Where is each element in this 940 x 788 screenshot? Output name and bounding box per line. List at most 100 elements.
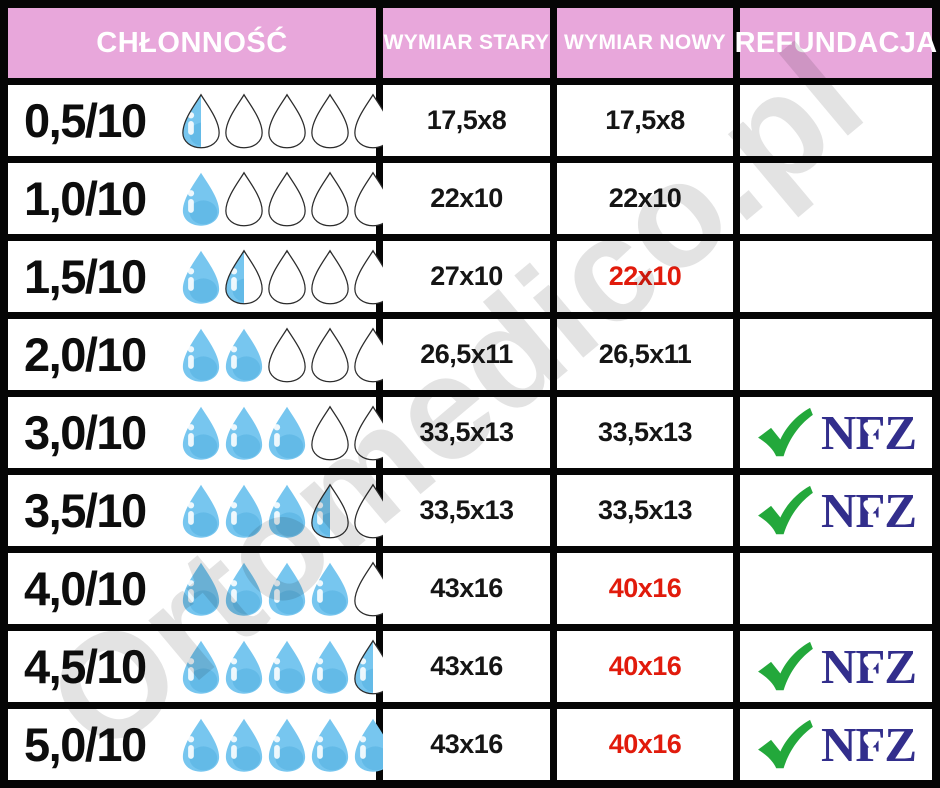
droplet-empty-icon bbox=[311, 327, 349, 382]
droplet-full-icon bbox=[182, 328, 220, 382]
nfz-logo: NF ♥ Z bbox=[820, 639, 917, 694]
absorbency-cell: 0,5/10 bbox=[8, 85, 392, 156]
absorbency-cell: 2,0/10 bbox=[8, 319, 392, 390]
droplet-scale bbox=[180, 249, 394, 305]
droplet-half-icon bbox=[225, 249, 263, 304]
droplet-full-icon bbox=[182, 562, 220, 616]
nfz-heart-icon: ♥ bbox=[861, 496, 881, 521]
nfz-heart-icon: ♥ bbox=[861, 652, 881, 677]
droplet-empty-icon bbox=[268, 171, 306, 226]
nfz-logo: NF ♥ Z bbox=[820, 717, 917, 772]
droplet-full-icon bbox=[182, 172, 220, 226]
new-dimension-value: 40x16 bbox=[557, 631, 733, 702]
droplet-full-icon bbox=[182, 250, 220, 304]
droplet-scale bbox=[180, 93, 394, 149]
new-dimension-value: 40x16 bbox=[557, 553, 733, 624]
checkmark-icon bbox=[758, 641, 813, 690]
droplet-full-icon bbox=[268, 640, 306, 694]
absorbency-label: 4,5/10 bbox=[24, 640, 147, 693]
droplet-empty-icon bbox=[268, 249, 306, 304]
droplet-scale bbox=[180, 327, 394, 383]
header-wymiar-stary: WYMIAR STARY bbox=[383, 8, 550, 78]
droplet-empty-icon bbox=[311, 405, 349, 460]
nfz-logo: NF ♥ Z bbox=[820, 405, 917, 460]
droplet-full-icon bbox=[311, 562, 349, 616]
new-dimension-value: 40x16 bbox=[557, 709, 733, 780]
new-dimension-value: 33,5x13 bbox=[557, 475, 733, 546]
droplet-scale bbox=[180, 561, 394, 617]
old-dimension-value: 43x16 bbox=[383, 553, 550, 624]
refund-cell bbox=[740, 85, 932, 156]
refund-cell: NF ♥ Z bbox=[740, 397, 932, 468]
absorbency-label: 5,0/10 bbox=[24, 718, 147, 771]
droplet-half-icon bbox=[311, 483, 349, 538]
old-dimension-value: 17,5x8 bbox=[383, 85, 550, 156]
absorbency-cell: 3,0/10 bbox=[8, 397, 392, 468]
absorbency-label: 1,0/10 bbox=[24, 172, 147, 225]
absorbency-label: 3,0/10 bbox=[24, 406, 147, 459]
droplet-scale bbox=[180, 639, 394, 695]
droplet-empty-icon bbox=[268, 93, 306, 148]
droplet-full-icon bbox=[311, 640, 349, 694]
droplet-empty-icon bbox=[311, 93, 349, 148]
header-wymiar-nowy-label: WYMIAR NOWY bbox=[564, 30, 726, 54]
nfz-logo: NF ♥ Z bbox=[820, 483, 917, 538]
droplet-full-icon bbox=[225, 484, 263, 538]
droplet-full-icon bbox=[268, 718, 306, 772]
droplet-half-icon bbox=[182, 93, 220, 148]
droplet-full-icon bbox=[268, 484, 306, 538]
absorbency-label: 1,5/10 bbox=[24, 250, 147, 303]
nfz-heart-icon: ♥ bbox=[861, 418, 881, 443]
new-dimension-value: 22x10 bbox=[557, 163, 733, 234]
checkmark-icon bbox=[758, 485, 813, 534]
absorbency-cell: 3,5/10 bbox=[8, 475, 392, 546]
refund-cell bbox=[740, 319, 932, 390]
header-refundacja: REFUNDACJA bbox=[735, 8, 937, 78]
droplet-full-icon bbox=[268, 406, 306, 460]
droplet-full-icon bbox=[182, 406, 220, 460]
old-dimension-value: 43x16 bbox=[383, 631, 550, 702]
new-dimension-value: 22x10 bbox=[557, 241, 733, 312]
droplet-full-icon bbox=[268, 562, 306, 616]
header-wymiar-stary-label: WYMIAR STARY bbox=[383, 30, 550, 54]
nfz-heart-icon: ♥ bbox=[861, 730, 881, 755]
droplet-full-icon bbox=[182, 640, 220, 694]
refund-cell: NF ♥ Z bbox=[740, 631, 932, 702]
refund-cell bbox=[740, 553, 932, 624]
droplet-scale bbox=[180, 717, 394, 773]
droplet-empty-icon bbox=[268, 327, 306, 382]
old-dimension-value: 33,5x13 bbox=[383, 475, 550, 546]
header-chlonnosc-label: CHŁONNOŚĆ bbox=[96, 26, 288, 59]
absorbency-cell: 4,5/10 bbox=[8, 631, 392, 702]
old-dimension-value: 33,5x13 bbox=[383, 397, 550, 468]
new-dimension-value: 17,5x8 bbox=[557, 85, 733, 156]
droplet-full-icon bbox=[225, 640, 263, 694]
absorbency-cell: 1,5/10 bbox=[8, 241, 392, 312]
header-refundacja-label: REFUNDACJA bbox=[734, 26, 938, 59]
refund-cell bbox=[740, 163, 932, 234]
refund-cell: NF ♥ Z bbox=[740, 475, 932, 546]
old-dimension-value: 22x10 bbox=[383, 163, 550, 234]
checkmark-icon bbox=[758, 719, 813, 768]
old-dimension-value: 27x10 bbox=[383, 241, 550, 312]
droplet-empty-icon bbox=[311, 171, 349, 226]
droplet-scale bbox=[180, 483, 394, 539]
droplet-full-icon bbox=[182, 484, 220, 538]
absorbency-label: 4,0/10 bbox=[24, 562, 147, 615]
absorbency-cell: 1,0/10 bbox=[8, 163, 392, 234]
header-chlonnosc: CHŁONNOŚĆ bbox=[8, 8, 376, 78]
droplet-full-icon bbox=[182, 718, 220, 772]
new-dimension-value: 33,5x13 bbox=[557, 397, 733, 468]
absorbency-label: 3,5/10 bbox=[24, 484, 147, 537]
header-wymiar-nowy: WYMIAR NOWY bbox=[557, 8, 733, 78]
droplet-empty-icon bbox=[225, 93, 263, 148]
absorbency-label: 2,0/10 bbox=[24, 328, 147, 381]
old-dimension-value: 26,5x11 bbox=[383, 319, 550, 390]
droplet-empty-icon bbox=[311, 249, 349, 304]
absorbency-cell: 5,0/10 bbox=[8, 709, 392, 780]
refund-cell bbox=[740, 241, 932, 312]
old-dimension-value: 43x16 bbox=[383, 709, 550, 780]
droplet-scale bbox=[180, 171, 394, 227]
